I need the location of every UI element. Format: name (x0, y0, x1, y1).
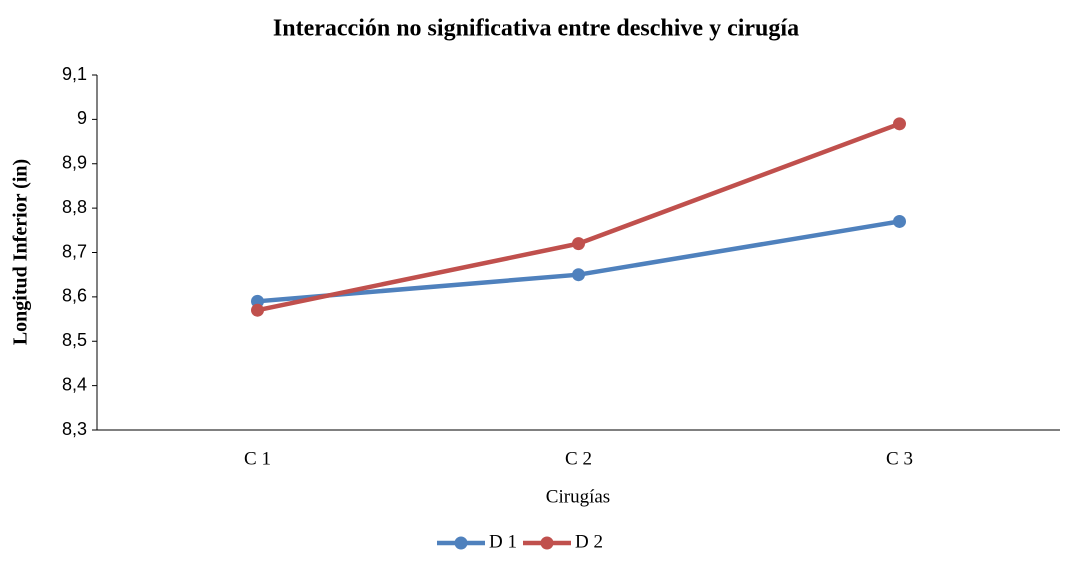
y-tick-label: 8,7 (62, 241, 87, 261)
data-point (893, 117, 906, 131)
y-tick-label: 8,5 (62, 330, 87, 350)
series-line (257, 121, 901, 313)
data-point (251, 303, 264, 317)
y-tick-label: 9 (77, 108, 87, 128)
legend-label: D 1 (489, 531, 517, 552)
legend-label: D 2 (575, 531, 603, 552)
x-tick-label: C 2 (565, 448, 592, 469)
x-tick-label: C 3 (886, 448, 913, 469)
y-tick-label: 8,6 (62, 286, 87, 306)
data-point (893, 214, 906, 228)
y-tick-label: 8,4 (62, 374, 87, 394)
y-tick-label: 8,9 (62, 153, 87, 173)
x-axis-label: Cirugías (546, 486, 610, 507)
x-tick-label: C 1 (244, 448, 271, 469)
data-point (572, 268, 585, 282)
y-tick-label: 8,3 (62, 419, 87, 439)
y-axis-label: Longitud Inferior (in) (10, 159, 32, 345)
chart-title: Interacción no significativa entre desch… (273, 16, 799, 42)
y-tick-label: 8,8 (62, 197, 87, 217)
data-point (572, 237, 585, 251)
y-tick-label: 9,1 (62, 64, 87, 84)
legend-marker (454, 536, 468, 550)
legend-marker (540, 536, 554, 550)
